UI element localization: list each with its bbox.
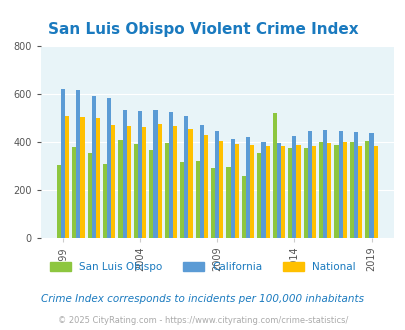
Bar: [72, 147, 76, 238]
Text: San Luis Obispo Violent Crime Index: San Luis Obispo Violent Crime Index: [47, 22, 358, 37]
Bar: [195, 161, 199, 238]
Bar: [226, 167, 230, 238]
Bar: [245, 137, 249, 238]
Bar: [349, 142, 353, 238]
Bar: [276, 143, 280, 238]
Bar: [61, 89, 65, 238]
Bar: [168, 112, 173, 238]
Bar: [364, 141, 369, 238]
Bar: [134, 144, 138, 238]
Bar: [87, 153, 92, 238]
Bar: [257, 153, 261, 238]
Bar: [92, 96, 96, 238]
Bar: [296, 145, 300, 238]
Bar: [272, 113, 276, 238]
Bar: [234, 144, 238, 238]
Bar: [322, 130, 326, 238]
Bar: [57, 165, 61, 238]
Bar: [280, 147, 284, 238]
Bar: [369, 133, 373, 238]
Bar: [338, 131, 342, 238]
Bar: [230, 139, 234, 238]
Bar: [103, 164, 107, 238]
Bar: [318, 142, 322, 238]
Bar: [292, 136, 296, 238]
Bar: [334, 146, 338, 238]
Bar: [265, 146, 269, 238]
Bar: [184, 116, 188, 238]
Bar: [118, 140, 122, 238]
Bar: [65, 116, 69, 238]
Bar: [180, 162, 184, 238]
Bar: [219, 142, 223, 238]
Bar: [261, 142, 265, 238]
Bar: [188, 128, 192, 238]
Bar: [122, 110, 126, 238]
Bar: [96, 118, 100, 238]
Bar: [153, 110, 157, 238]
Bar: [353, 132, 357, 238]
Bar: [249, 145, 254, 238]
Bar: [126, 126, 130, 238]
Bar: [303, 148, 307, 238]
Bar: [342, 142, 346, 238]
Bar: [311, 146, 315, 238]
Bar: [288, 148, 292, 238]
Bar: [173, 126, 177, 238]
Bar: [241, 176, 245, 238]
Text: Crime Index corresponds to incidents per 100,000 inhabitants: Crime Index corresponds to incidents per…: [41, 294, 364, 304]
Bar: [157, 124, 161, 238]
Bar: [307, 131, 311, 238]
Bar: [107, 98, 111, 238]
Bar: [111, 125, 115, 238]
Bar: [199, 125, 203, 238]
Bar: [373, 147, 377, 238]
Bar: [211, 168, 215, 238]
Bar: [215, 131, 219, 238]
Legend: San Luis Obispo, California, National: San Luis Obispo, California, National: [46, 257, 359, 276]
Bar: [326, 143, 330, 238]
Bar: [149, 150, 153, 238]
Bar: [76, 90, 80, 238]
Bar: [357, 147, 361, 238]
Text: © 2025 CityRating.com - https://www.cityrating.com/crime-statistics/: © 2025 CityRating.com - https://www.city…: [58, 316, 347, 325]
Bar: [203, 135, 207, 238]
Bar: [164, 143, 168, 238]
Bar: [142, 127, 146, 238]
Bar: [80, 116, 84, 238]
Bar: [138, 111, 142, 238]
